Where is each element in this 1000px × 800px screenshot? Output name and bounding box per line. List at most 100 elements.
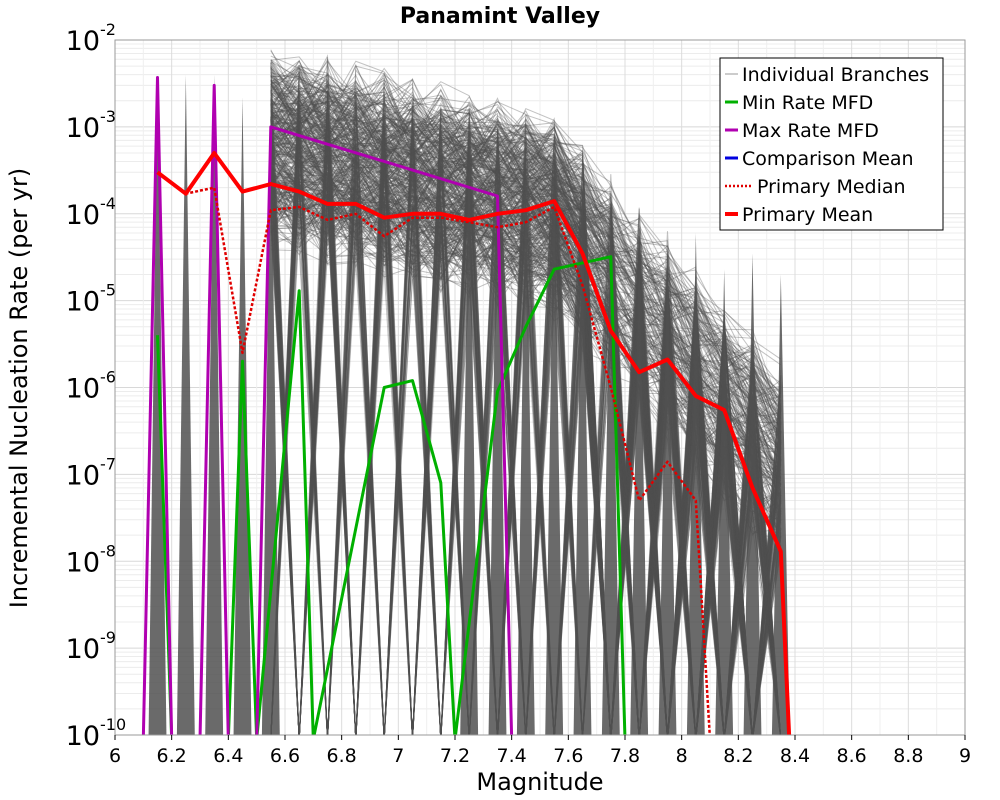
legend-label: Comparison Mean <box>742 148 914 170</box>
branch-spike <box>233 97 252 735</box>
y-tick-label: 10 <box>66 374 100 405</box>
series-lines <box>141 76 792 735</box>
x-tick-label: 6.4 <box>213 745 243 767</box>
chart-title: Panamint Valley <box>400 4 600 29</box>
branch-line <box>270 183 781 735</box>
plot-frame <box>114 39 966 736</box>
series-primary-median <box>156 171 711 735</box>
y-tick-exponent: -6 <box>100 368 116 387</box>
x-tick-label: 8.2 <box>723 745 753 767</box>
x-tick-label: 6 <box>109 745 121 767</box>
x-tick-label: 6.6 <box>270 745 300 767</box>
branch-spike <box>205 74 224 735</box>
y-tick-label: 10 <box>66 200 100 231</box>
branch-line <box>270 102 753 735</box>
branch-line <box>270 79 781 735</box>
x-tick-labels: 6 6.2 6.4 6.6 6.8 7 7.2 7.4 7.6 7.8 8 8.2 8.4 8.6 8.8 9 <box>109 735 971 767</box>
branch-line <box>270 157 782 735</box>
branch-spike <box>686 233 705 735</box>
branch-line <box>270 90 753 735</box>
x-tick-label: 7 <box>392 745 404 767</box>
branch-line <box>270 67 782 735</box>
x-tick-label: 7.8 <box>610 745 640 767</box>
y-axis-label: Incremental Nucleation Rate (per yr) <box>5 168 33 608</box>
branch-spike <box>488 126 507 735</box>
x-tick-label: 7.2 <box>440 745 470 767</box>
branch-line <box>270 102 697 735</box>
series-max-rate-mfd <box>141 76 514 735</box>
x-tick-label: 6.8 <box>327 745 357 767</box>
x-axis-label: Magnitude <box>476 768 603 796</box>
branch-line <box>270 72 782 735</box>
x-tick-label: 7.4 <box>497 745 527 767</box>
x-tick-label: 8.8 <box>893 745 923 767</box>
branch-spike <box>573 179 592 735</box>
branch-line <box>270 61 782 735</box>
branch-line <box>270 74 781 735</box>
branch-line <box>270 83 782 735</box>
branch-line <box>270 201 781 735</box>
branch-line <box>270 100 781 735</box>
branch-line <box>270 59 753 735</box>
branch-line <box>270 91 782 735</box>
legend: Individual Branches Min Rate MFD Max Rate … <box>719 57 944 231</box>
branch-line <box>270 102 782 735</box>
series-primary-mean <box>156 151 792 735</box>
branch-line <box>270 75 782 735</box>
y-tick-label: 10 <box>66 721 100 752</box>
y-tick-exponent: -9 <box>100 628 116 647</box>
legend-label: Min Rate MFD <box>742 92 873 114</box>
y-tick-label: 10 <box>66 287 100 318</box>
branch-line <box>270 91 753 735</box>
branch-spike <box>658 239 677 735</box>
branch-spike <box>261 102 280 735</box>
branch-line <box>270 87 781 735</box>
branch-spike <box>148 74 167 735</box>
x-tick-label: 8.6 <box>837 745 867 767</box>
x-tick-label: 8 <box>676 745 688 767</box>
y-tick-exponent: -3 <box>100 107 116 126</box>
branch-line <box>270 54 753 735</box>
branch-spike <box>630 227 649 735</box>
branch-line <box>270 173 781 735</box>
branch-spike <box>601 187 620 735</box>
x-tick-label: 6.2 <box>157 745 187 767</box>
branch-line <box>270 62 782 735</box>
legend-box <box>719 57 944 231</box>
y-tick-label: 10 <box>66 113 100 144</box>
branch-line <box>270 129 782 735</box>
y-tick-label: 10 <box>66 26 100 57</box>
x-tick-label: 9 <box>959 745 971 767</box>
legend-label: Primary Mean <box>742 204 873 226</box>
branch-spike <box>545 161 564 735</box>
branch-line <box>270 85 782 735</box>
legend-items: Individual Branches Min Rate MFD Max Rate … <box>725 64 929 226</box>
branch-line <box>270 186 782 735</box>
branch-line <box>270 84 781 735</box>
branch-line <box>270 59 782 735</box>
legend-label: Primary Median <box>757 176 906 198</box>
y-tick-exponent: -5 <box>100 281 116 300</box>
branch-line <box>270 49 753 735</box>
y-tick-exponent: -10 <box>100 715 126 734</box>
y-tick-label: 10 <box>66 634 100 665</box>
y-tick-exponent: -2 <box>100 20 116 39</box>
y-tick-label: 10 <box>66 547 100 578</box>
branch-line <box>270 75 781 735</box>
y-tick-exponent: -4 <box>100 194 116 213</box>
branch-spike <box>516 153 535 735</box>
x-tick-label: 7.6 <box>553 745 583 767</box>
branch-line <box>270 74 782 735</box>
branch-line <box>270 78 782 735</box>
branch-line <box>270 71 782 735</box>
branch-line <box>270 195 782 735</box>
legend-label: Max Rate MFD <box>742 120 879 142</box>
y-tick-label: 10 <box>66 460 100 491</box>
branch-line <box>270 65 782 735</box>
branch-line <box>270 90 782 735</box>
branch-spike <box>743 253 762 735</box>
branch-line <box>270 132 782 735</box>
branch-line <box>270 79 781 735</box>
branch-line <box>270 59 781 735</box>
